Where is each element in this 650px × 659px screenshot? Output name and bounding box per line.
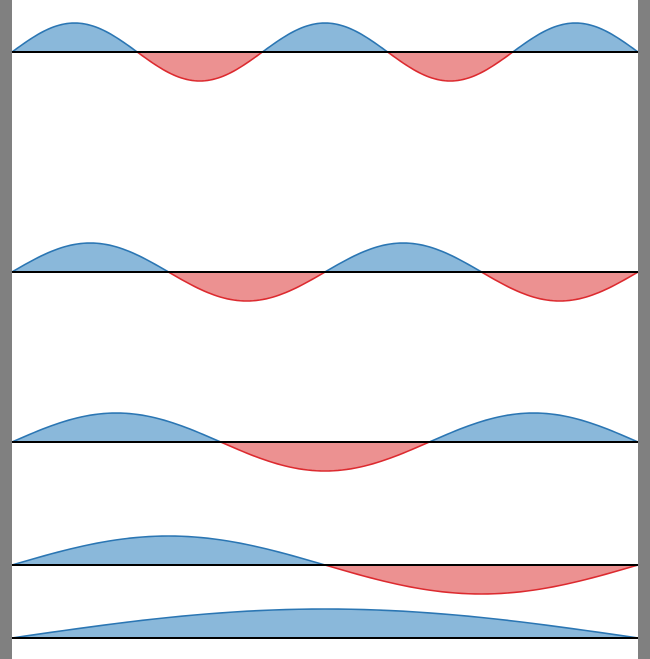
- left-frame-border: [0, 0, 12, 659]
- right-frame-border: [638, 0, 650, 659]
- negative-lobe: [325, 565, 638, 594]
- positive-curve: [11, 242, 169, 273]
- positive-curve: [261, 22, 389, 53]
- positive-lobe: [262, 23, 388, 52]
- positive-lobe: [12, 243, 169, 272]
- positive-lobe: [12, 609, 638, 638]
- positive-lobe: [12, 413, 221, 442]
- positive-curve: [11, 535, 326, 566]
- wave-3: [11, 412, 639, 472]
- negative-lobe: [387, 52, 513, 81]
- negative-curve: [387, 51, 514, 82]
- positive-curve: [11, 412, 221, 443]
- positive-curve: [11, 608, 639, 639]
- wave-1: [11, 22, 639, 82]
- negative-curve: [168, 271, 326, 302]
- wave-2: [11, 242, 639, 302]
- positive-curve: [512, 22, 639, 53]
- positive-lobe: [12, 536, 325, 565]
- positive-lobe: [429, 413, 638, 442]
- waves-layer: [11, 22, 639, 639]
- negative-lobe: [220, 442, 430, 471]
- negative-curve: [481, 271, 639, 302]
- positive-lobe: [325, 243, 482, 272]
- wave-4: [11, 535, 639, 595]
- negative-lobe: [481, 272, 638, 301]
- negative-lobe: [137, 52, 263, 81]
- positive-curve: [429, 412, 639, 443]
- negative-curve: [220, 441, 430, 472]
- positive-lobe: [12, 23, 138, 52]
- wave-5: [11, 608, 639, 639]
- positive-lobe: [512, 23, 638, 52]
- positive-curve: [324, 242, 482, 273]
- positive-curve: [11, 22, 138, 53]
- negative-curve: [324, 564, 639, 595]
- negative-curve: [136, 51, 263, 82]
- negative-lobe: [168, 272, 325, 301]
